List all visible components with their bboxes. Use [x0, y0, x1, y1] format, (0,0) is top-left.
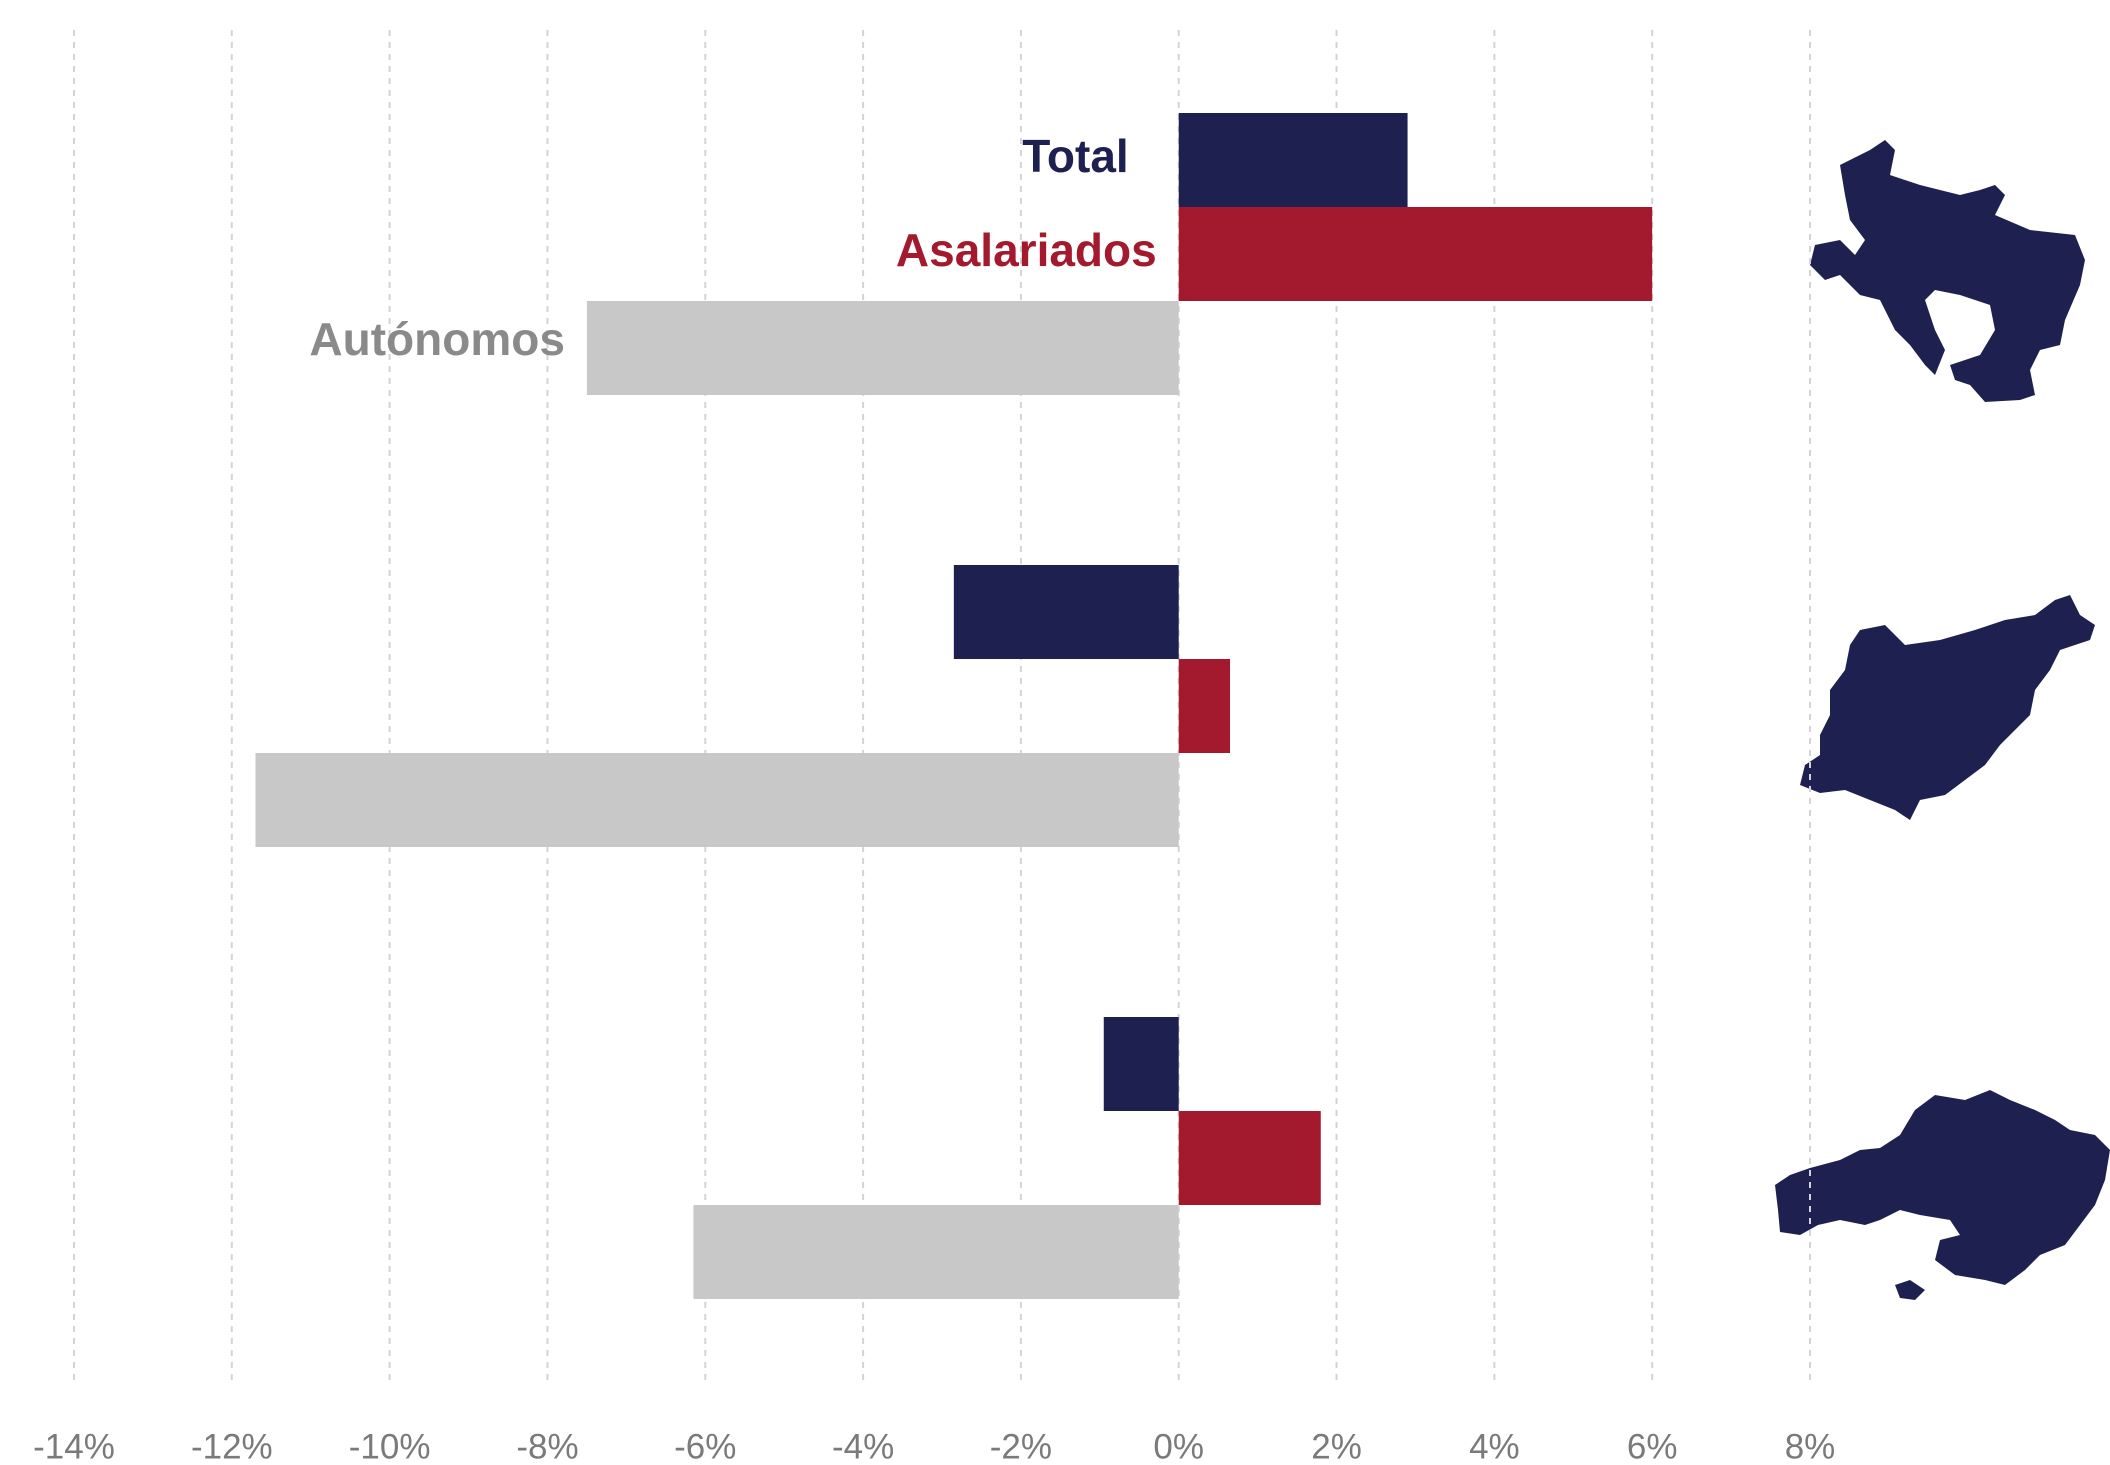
bar — [1178, 1111, 1321, 1205]
x-tick-label: -8% — [516, 1427, 578, 1465]
bar — [1103, 1017, 1179, 1111]
maps — [1775, 140, 2110, 1300]
bar — [1178, 113, 1408, 207]
legend-label: Asalariados — [896, 224, 1157, 276]
bar — [693, 1205, 1179, 1299]
bar — [1178, 659, 1231, 753]
bar — [586, 301, 1179, 395]
x-tick-label: -12% — [191, 1427, 273, 1465]
region-map — [1800, 595, 2095, 820]
x-tick-label: 6% — [1627, 1427, 1678, 1465]
x-tick-label: -4% — [832, 1427, 894, 1465]
region-map — [1775, 1090, 2110, 1300]
region-map — [1810, 140, 2085, 402]
legend-label: Autónomos — [309, 313, 565, 365]
bar — [1178, 207, 1653, 301]
x-tick-label: 2% — [1311, 1427, 1362, 1465]
x-tick-label: 0% — [1153, 1427, 1204, 1465]
legend-label: Total — [1022, 130, 1128, 182]
x-tick-label: 4% — [1469, 1427, 1520, 1465]
x-tick-label: -14% — [33, 1427, 115, 1465]
x-tick-label: -2% — [990, 1427, 1052, 1465]
x-tick-label: -6% — [674, 1427, 736, 1465]
x-tick-label: 8% — [1785, 1427, 1836, 1465]
bar — [953, 565, 1179, 659]
x-tick-label: -10% — [349, 1427, 431, 1465]
bar — [255, 753, 1179, 847]
